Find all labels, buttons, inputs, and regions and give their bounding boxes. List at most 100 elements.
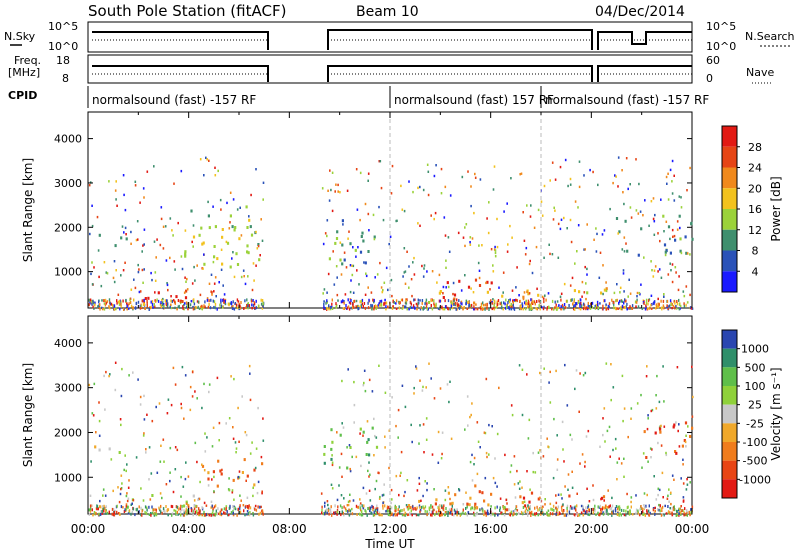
data-cell [376, 508, 379, 512]
data-cell [258, 258, 261, 262]
data-cell [545, 298, 547, 302]
data-cell [442, 296, 445, 299]
data-cell [682, 463, 684, 466]
data-cell [564, 158, 567, 162]
data-cell [186, 512, 188, 516]
data-cell [379, 261, 381, 265]
data-cell [370, 511, 372, 515]
data-cell [253, 302, 256, 306]
data-cell [232, 478, 235, 482]
data-cell [655, 407, 658, 410]
y-tick-label: 3000 [54, 382, 82, 395]
data-cell [175, 512, 177, 516]
data-cell [529, 215, 532, 218]
data-cell [220, 513, 223, 517]
data-cell [110, 302, 113, 306]
data-cell [635, 158, 637, 161]
data-cell [690, 511, 692, 514]
colorbar-swatch [722, 126, 737, 147]
data-cell [174, 268, 176, 271]
data-cell [143, 268, 145, 271]
data-cell [604, 440, 606, 443]
data-cell [143, 298, 145, 302]
data-cell [368, 453, 371, 457]
data-cell [261, 306, 264, 310]
data-cell [113, 513, 116, 517]
data-cell [323, 300, 325, 303]
data-cell [252, 299, 254, 302]
data-cell [331, 298, 333, 302]
data-cell [569, 177, 572, 181]
data-cell [203, 510, 205, 514]
data-cell [525, 507, 528, 511]
data-cell [248, 304, 251, 308]
data-cell [595, 513, 597, 516]
data-cell [394, 509, 396, 513]
data-cell [211, 445, 214, 448]
data-cell [173, 509, 175, 512]
data-cell [363, 302, 366, 305]
data-cell [685, 285, 688, 288]
data-cell [543, 300, 545, 304]
data-cell [389, 510, 392, 514]
data-cell [649, 511, 651, 515]
data-cell [378, 302, 380, 305]
data-cell [537, 497, 540, 501]
data-cell [618, 301, 620, 305]
data-cell [108, 305, 110, 309]
data-cell [331, 440, 334, 444]
y-tick-label: 2000 [54, 221, 82, 234]
data-cell [155, 405, 157, 409]
data-cell [643, 492, 646, 495]
y-tick-label: 2000 [54, 426, 82, 439]
data-cell [557, 306, 559, 310]
data-cell [233, 377, 235, 381]
data-cell [412, 507, 414, 511]
data-cell [120, 394, 123, 398]
data-cell [674, 306, 676, 310]
data-cell [647, 414, 649, 417]
data-cell [453, 508, 456, 512]
data-cell [564, 485, 566, 488]
data-cell [235, 252, 238, 256]
data-cell [373, 454, 375, 457]
data-cell [395, 302, 397, 305]
data-cell [257, 505, 259, 509]
data-cell [373, 510, 375, 514]
data-cell [663, 295, 665, 298]
data-cell [433, 508, 435, 512]
data-cell [564, 513, 566, 517]
x-axis-title: Time UT [364, 537, 415, 551]
data-cell [108, 374, 110, 378]
data-cell [657, 493, 659, 497]
data-cell [89, 232, 91, 236]
data-cell [671, 280, 674, 284]
data-cell [185, 502, 188, 505]
data-cell [401, 307, 404, 310]
data-cell [154, 508, 156, 511]
data-cell [255, 508, 258, 512]
data-cell [379, 513, 382, 517]
data-cell [115, 198, 117, 201]
data-cell [99, 303, 101, 307]
data-cell [560, 493, 562, 496]
data-cell [406, 479, 409, 482]
data-cell [95, 431, 97, 434]
data-cell [231, 225, 234, 229]
data-cell [113, 260, 116, 263]
data-cell [597, 505, 599, 509]
data-cell [185, 508, 187, 512]
data-cell [388, 242, 390, 246]
data-cell [647, 299, 650, 303]
data-cell [573, 298, 575, 302]
data-cell [404, 270, 407, 273]
data-cell [353, 403, 356, 407]
data-cell [167, 288, 169, 292]
data-cell [658, 503, 660, 507]
data-cell [653, 269, 656, 272]
data-cell [368, 461, 370, 464]
beam-label: Beam 10 [356, 4, 419, 20]
data-cell [248, 218, 251, 222]
data-cell [173, 300, 176, 304]
